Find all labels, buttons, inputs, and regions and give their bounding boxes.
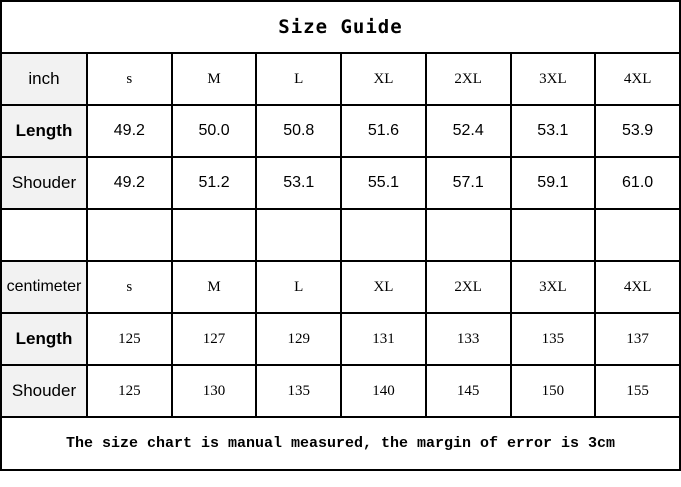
table-title: Size Guide — [0, 0, 681, 54]
measurement-cell: 133 — [424, 312, 512, 366]
measurement-cell: 50.8 — [255, 104, 343, 158]
measurement-cell: 51.2 — [170, 156, 258, 210]
measurement-cell: 140 — [340, 364, 427, 418]
measurement-cell: 52.4 — [424, 104, 512, 158]
table-row: Length 49.2 50.0 50.8 51.6 52.4 53.1 53.9 — [0, 104, 681, 158]
size-guide-table: Size Guide inch s M L XL 2XL 3XL 4XL Length 49.2 5… — [0, 0, 681, 471]
measurement-cell: 125 — [86, 312, 173, 366]
size-header: 2XL — [424, 260, 512, 314]
row-label: Length — [0, 312, 88, 366]
row-label: Length — [0, 104, 88, 158]
measurement-cell: 53.1 — [255, 156, 343, 210]
measurement-cell: 49.2 — [86, 156, 173, 210]
measurement-cell: 145 — [424, 364, 512, 418]
measurement-cell: 53.1 — [509, 104, 597, 158]
table-row: Shouder 125 130 135 140 145 150 155 — [0, 364, 681, 418]
footer-note: The size chart is manual measured, the m… — [0, 416, 681, 471]
measurement-cell: 129 — [255, 312, 343, 366]
row-label: Shouder — [0, 156, 88, 210]
size-header: 3XL — [509, 260, 597, 314]
empty-cell — [424, 208, 512, 262]
measurement-cell: 135 — [509, 312, 597, 366]
measurement-cell: 51.6 — [340, 104, 427, 158]
empty-cell — [170, 208, 258, 262]
measurement-cell: 131 — [340, 312, 427, 366]
empty-cell — [509, 208, 597, 262]
size-header-row: centimeter s M L XL 2XL 3XL 4XL — [0, 260, 681, 314]
row-label: Shouder — [0, 364, 88, 418]
measurement-cell: 53.9 — [594, 104, 681, 158]
empty-cell — [0, 208, 88, 262]
size-header: M — [170, 260, 258, 314]
measurement-cell: 155 — [594, 364, 681, 418]
measurement-cell: 55.1 — [340, 156, 427, 210]
size-header: 4XL — [594, 52, 681, 106]
empty-cell — [594, 208, 681, 262]
table-row: Length 125 127 129 131 133 135 137 — [0, 312, 681, 366]
size-header: s — [86, 260, 173, 314]
measurement-cell: 49.2 — [86, 104, 173, 158]
measurement-cell: 127 — [170, 312, 258, 366]
spacer-row — [0, 208, 681, 262]
measurement-cell: 57.1 — [424, 156, 512, 210]
measurement-cell: 59.1 — [509, 156, 597, 210]
measurement-cell: 150 — [509, 364, 597, 418]
unit-label: centimeter — [0, 260, 88, 314]
size-header: XL — [340, 52, 427, 106]
size-header: 3XL — [509, 52, 597, 106]
measurement-cell: 125 — [86, 364, 173, 418]
measurement-cell: 135 — [255, 364, 343, 418]
size-header: XL — [340, 260, 427, 314]
empty-cell — [340, 208, 427, 262]
empty-cell — [255, 208, 343, 262]
measurement-cell: 137 — [594, 312, 681, 366]
size-header: s — [86, 52, 173, 106]
size-header: L — [255, 52, 343, 106]
measurement-cell: 61.0 — [594, 156, 681, 210]
measurement-cell: 130 — [170, 364, 258, 418]
size-header: M — [170, 52, 258, 106]
size-header-row: inch s M L XL 2XL 3XL 4XL — [0, 52, 681, 106]
size-header: 4XL — [594, 260, 681, 314]
size-header: 2XL — [424, 52, 512, 106]
unit-label: inch — [0, 52, 88, 106]
size-header: L — [255, 260, 343, 314]
measurement-cell: 50.0 — [170, 104, 258, 158]
table-row: Shouder 49.2 51.2 53.1 55.1 57.1 59.1 61.0 — [0, 156, 681, 210]
empty-cell — [86, 208, 173, 262]
